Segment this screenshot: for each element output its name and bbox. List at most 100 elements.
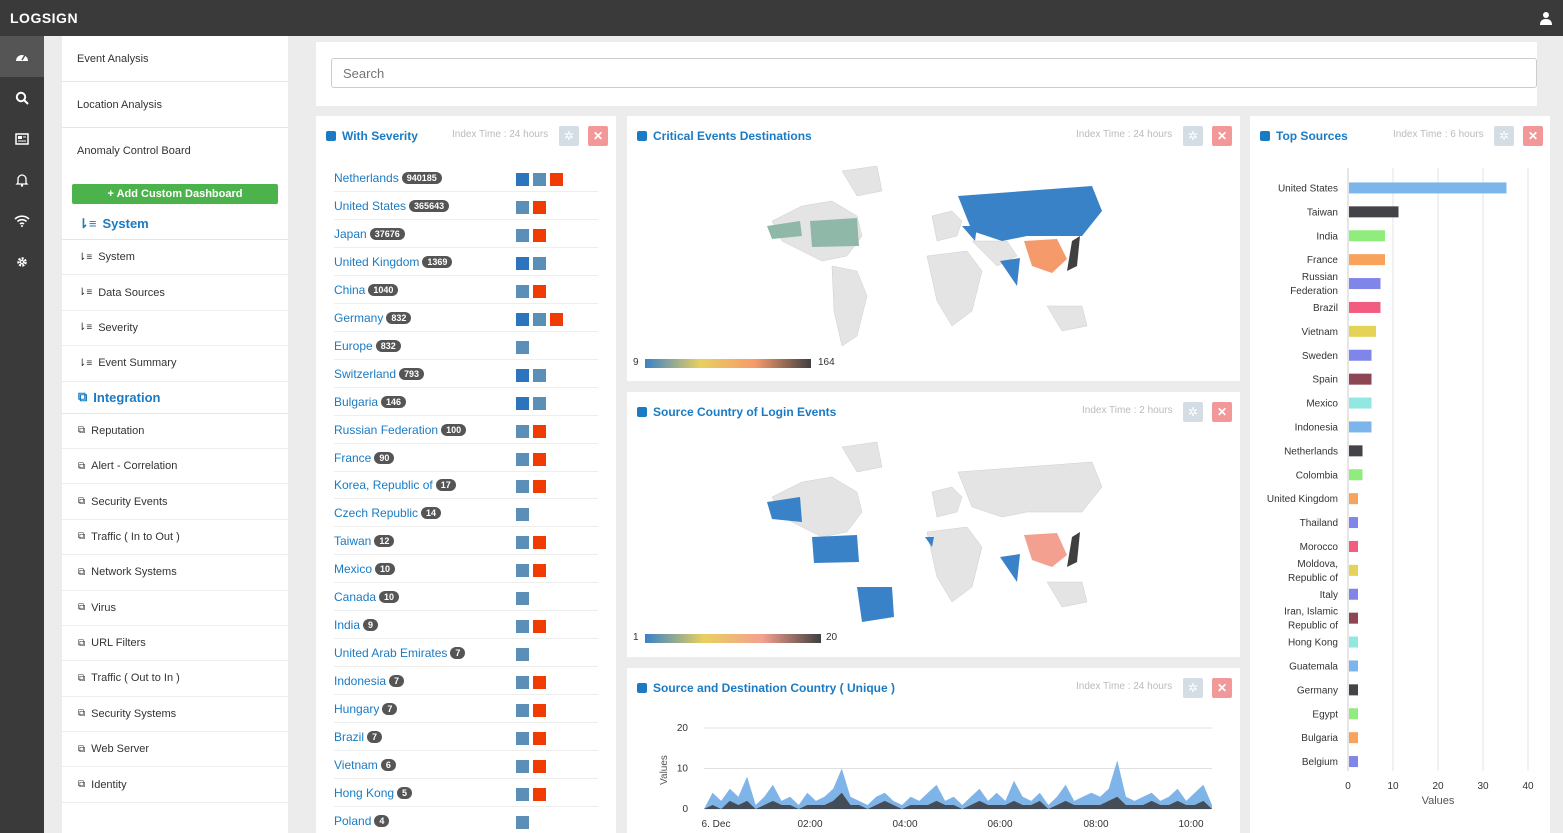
bar[interactable]	[1349, 612, 1358, 624]
severity-row[interactable]: Indonesia 7	[334, 668, 598, 696]
world-map[interactable]	[762, 437, 1112, 637]
menu-sub-item[interactable]: ⧉ Virus	[62, 591, 288, 626]
bar[interactable]	[1349, 230, 1385, 242]
country-link[interactable]: United Kingdom	[334, 254, 420, 269]
bar[interactable]	[1349, 517, 1358, 529]
country-link[interactable]: Hungary	[334, 702, 380, 717]
bar[interactable]	[1349, 421, 1372, 433]
severity-row[interactable]: Brazil 7	[334, 724, 598, 751]
severity-row[interactable]: Japan 37676	[334, 221, 598, 248]
wifi-icon[interactable]	[0, 200, 44, 241]
bar[interactable]	[1349, 493, 1358, 505]
close-icon[interactable]: ✕	[588, 126, 608, 146]
severity-row[interactable]: Czech Republic 14	[334, 500, 598, 528]
bell-icon[interactable]	[0, 159, 44, 200]
bar[interactable]	[1349, 564, 1358, 576]
country-link[interactable]: Mexico	[334, 562, 373, 577]
country-link[interactable]: Brazil	[334, 730, 365, 744]
bar[interactable]	[1349, 588, 1358, 600]
menu-sub-item[interactable]: ⧉ Reputation	[62, 414, 288, 449]
settings-icon[interactable]: ✲	[1183, 126, 1203, 146]
close-icon[interactable]: ✕	[1212, 126, 1232, 146]
country-link[interactable]: Netherlands	[334, 171, 399, 185]
severity-row[interactable]: Poland 4	[334, 808, 598, 833]
severity-row[interactable]: Russian Federation 100	[334, 417, 598, 444]
severity-row[interactable]: France 90	[334, 445, 598, 472]
bar[interactable]	[1349, 325, 1376, 337]
severity-row[interactable]: United Kingdom 1369	[334, 249, 598, 276]
country-link[interactable]: Canada	[334, 590, 377, 605]
menu-item-anomaly-control-board[interactable]: Anomaly Control Board	[77, 145, 191, 157]
bar[interactable]	[1349, 708, 1358, 720]
menu-sub-item[interactable]: ⧉ Security Events	[62, 484, 288, 520]
country-link[interactable]: Switzerland	[334, 366, 397, 381]
settings-icon[interactable]: ✲	[559, 126, 579, 146]
menu-sub-item[interactable]: ⧉ URL Filters	[62, 626, 288, 662]
menu-sub-item[interactable]: ⧉ Web Server	[62, 732, 288, 768]
menu-sub-item[interactable]: ⇂≡ System	[62, 240, 288, 276]
severity-row[interactable]: Canada 10	[334, 584, 598, 612]
bar[interactable]	[1349, 756, 1358, 768]
bar[interactable]	[1349, 540, 1358, 552]
country-link[interactable]: Russian Federation	[334, 422, 439, 437]
close-icon[interactable]: ✕	[1212, 678, 1232, 698]
country-link[interactable]: United States	[334, 198, 407, 213]
country-link[interactable]: Bulgaria	[334, 394, 379, 409]
world-map[interactable]	[762, 161, 1112, 361]
bar[interactable]	[1349, 206, 1399, 218]
menu-sub-item[interactable]: ⧉ Alert - Correlation	[62, 449, 288, 485]
country-link[interactable]: Hong Kong	[334, 785, 395, 800]
severity-row[interactable]: Hungary 7	[334, 696, 598, 724]
bar[interactable]	[1349, 301, 1381, 313]
country-link[interactable]: Taiwan	[334, 534, 372, 549]
severity-row[interactable]: United Arab Emirates 7	[334, 640, 598, 668]
news-icon[interactable]	[0, 118, 44, 159]
country-link[interactable]: Korea, Republic of	[334, 478, 433, 493]
menu-item-event-analysis[interactable]: Event Analysis	[62, 36, 288, 82]
bar[interactable]	[1349, 660, 1358, 672]
severity-row[interactable]: Netherlands 940185	[334, 165, 598, 192]
severity-row[interactable]: Vietnam 6	[334, 752, 598, 779]
bar[interactable]	[1349, 732, 1358, 744]
user-icon[interactable]	[1539, 11, 1553, 25]
country-link[interactable]: China	[334, 282, 366, 297]
bar[interactable]	[1349, 445, 1363, 457]
bar[interactable]	[1349, 278, 1381, 290]
close-icon[interactable]: ✕	[1523, 126, 1543, 146]
bar[interactable]	[1349, 397, 1372, 409]
search-input[interactable]	[331, 58, 1537, 88]
country-link[interactable]: Europe	[334, 338, 373, 353]
severity-row[interactable]: Hong Kong 5	[334, 780, 598, 807]
bar[interactable]	[1349, 349, 1372, 361]
bar[interactable]	[1349, 254, 1385, 266]
country-link[interactable]: Japan	[334, 226, 367, 241]
add-custom-dashboard-button[interactable]: + Add Custom Dashboard	[72, 184, 278, 204]
menu-item-location-analysis[interactable]: Location Analysis	[62, 82, 288, 128]
menu-sub-item[interactable]: ⧉ Identity	[62, 767, 288, 803]
country-link[interactable]: India	[334, 618, 361, 633]
menu-sub-item[interactable]: ⇂≡ Severity	[62, 311, 288, 347]
country-link[interactable]: Poland	[334, 813, 372, 828]
bar[interactable]	[1349, 684, 1358, 696]
severity-row[interactable]: Korea, Republic of 17	[334, 472, 598, 500]
country-link[interactable]: United Arab Emirates	[334, 646, 448, 661]
menu-sub-item[interactable]: ⧉ Network Systems	[62, 555, 288, 591]
severity-row[interactable]: India 9	[334, 612, 598, 640]
severity-row[interactable]: China 1040	[334, 277, 598, 304]
country-link[interactable]: Indonesia	[334, 674, 387, 689]
severity-row[interactable]: Bulgaria 146	[334, 389, 598, 416]
menu-sub-item[interactable]: ⧉ Security Systems	[62, 697, 288, 733]
search-icon[interactable]	[0, 77, 44, 118]
gear-icon[interactable]	[0, 241, 44, 282]
severity-row[interactable]: Germany 832	[334, 305, 598, 332]
bar[interactable]	[1349, 373, 1372, 385]
country-link[interactable]: Vietnam	[334, 757, 378, 772]
menu-sub-item[interactable]: ⧉ Traffic ( Out to In )	[62, 661, 288, 697]
bar[interactable]	[1349, 636, 1358, 648]
settings-icon[interactable]: ✲	[1183, 402, 1203, 422]
severity-row[interactable]: Taiwan 12	[334, 528, 598, 556]
settings-icon[interactable]: ✲	[1494, 126, 1514, 146]
menu-sub-item[interactable]: ⧉ Traffic ( In to Out )	[62, 520, 288, 556]
severity-row[interactable]: Switzerland 793	[334, 361, 598, 388]
close-icon[interactable]: ✕	[1212, 402, 1232, 422]
